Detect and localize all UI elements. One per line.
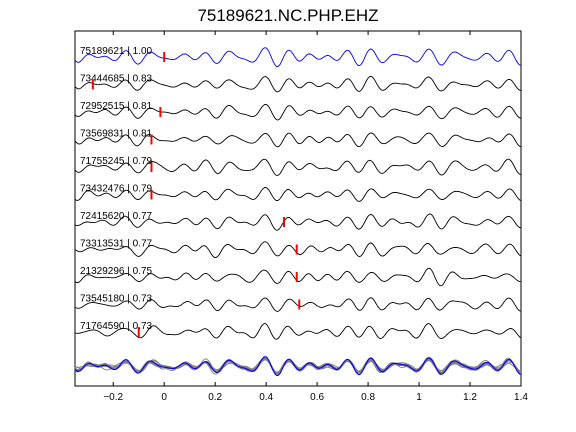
x-tick-label: 0.2 (208, 392, 222, 403)
trace-label-73569831: 73569831 | 0.81 (80, 129, 153, 140)
chart-title: 75189621.NC.PHP.EHZ (197, 6, 379, 25)
x-tick-label: −0.2 (103, 392, 123, 403)
trace-label-75189621: 75189621 | 1.00 (80, 46, 153, 57)
x-tick-label: 0.6 (310, 392, 324, 403)
trace-72415620 (74, 213, 522, 231)
trace-71764590 (74, 323, 522, 340)
trace-labels: 75189621 | 1.00 73444685 | 0.83 72952515 |… (80, 46, 153, 332)
x-tick-label: 1 (416, 392, 422, 403)
trace-73545180 (74, 297, 522, 312)
trace-group (74, 47, 522, 340)
trace-label-73432476: 73432476 | 0.79 (80, 184, 153, 195)
plot-frame (74, 30, 522, 387)
x-tick-label: 0 (161, 392, 167, 403)
x-tick-label: 0.8 (361, 392, 375, 403)
x-tick-label: 1.4 (514, 392, 528, 403)
trace-71755245 (74, 158, 522, 176)
x-tick-label: 0.4 (259, 392, 273, 403)
trace-73444685 (74, 75, 522, 93)
trace-label-73313531: 73313531 | 0.77 (80, 239, 153, 250)
trace-75189621 (74, 47, 522, 68)
trace-73569831 (74, 132, 522, 148)
pick-markers (91, 52, 301, 337)
x-axis: −0.2 0 0.2 0.4 0.6 0.8 1 1.2 1.4 (103, 31, 528, 403)
x-tick-label: 1.2 (463, 392, 477, 403)
trace-label-72415620: 72415620 | 0.77 (80, 211, 153, 222)
trace-label-72952515: 72952515 | 0.81 (80, 101, 153, 112)
stack-group (74, 356, 522, 377)
trace-label-71755245: 71755245 | 0.79 (80, 156, 153, 167)
trace-73313531 (74, 241, 522, 259)
stack-reference-trace (74, 356, 522, 377)
trace-21329296 (74, 267, 522, 287)
trace-label-73444685: 73444685 | 0.83 (80, 74, 153, 85)
trace-label-73545180: 73545180 | 0.73 (80, 294, 153, 305)
trace-73432476 (74, 187, 522, 202)
trace-72952515 (74, 104, 522, 121)
trace-label-21329296: 21329296 | 0.75 (80, 266, 153, 277)
trace-label-71764590: 71764590 | 0.73 (80, 321, 153, 332)
